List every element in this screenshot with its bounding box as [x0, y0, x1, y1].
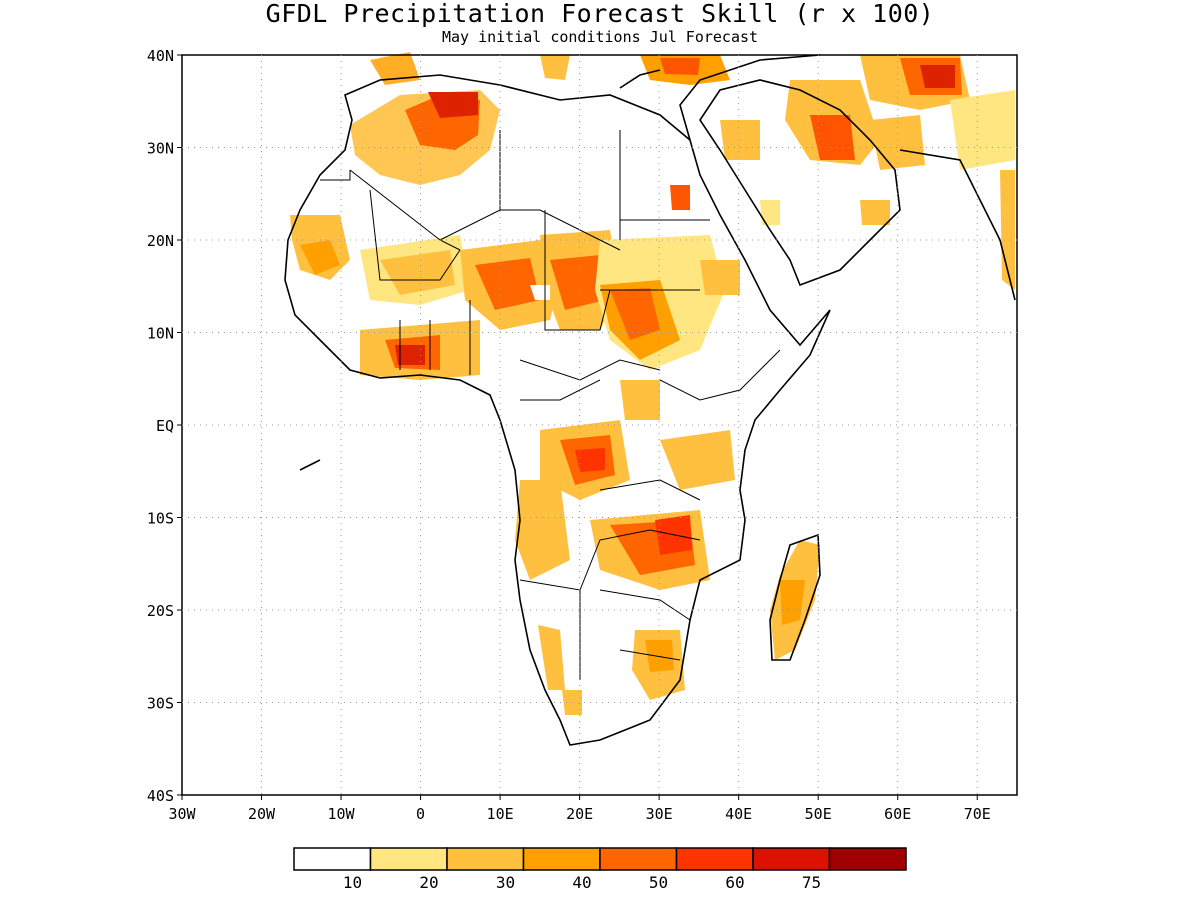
country-borders: [320, 130, 781, 680]
legend-swatch: [522, 847, 601, 871]
lat-label: 10S: [147, 510, 174, 528]
lon-label: 10W: [328, 805, 356, 823]
lon-label: 40E: [725, 805, 752, 823]
longitude-labels: 30W 20W 10W 0 10E 20E 30E 40E 50E 60E 70E: [168, 795, 991, 823]
lon-label: 30W: [168, 805, 196, 823]
color-legend: 10 20 30 40 50 60 75: [293, 847, 907, 892]
legend-label: 20: [419, 873, 438, 892]
lon-label: 70E: [964, 805, 991, 823]
lon-label: 0: [416, 805, 425, 823]
lat-label: 40S: [147, 787, 174, 805]
chart-title: GFDL Precipitation Forecast Skill (r x 1…: [265, 0, 935, 28]
lon-label: 50E: [805, 805, 832, 823]
lat-label: 20S: [147, 602, 174, 620]
lon-label: 20E: [566, 805, 593, 823]
lon-label: 60E: [884, 805, 911, 823]
chart-subtitle: May initial conditions Jul Forecast: [441, 28, 759, 46]
legend-swatch: [599, 847, 678, 871]
legend-label: 60: [725, 873, 744, 892]
legend-swatch: [293, 847, 372, 871]
legend-swatch: [446, 847, 525, 871]
lat-label: 30S: [147, 695, 174, 713]
legend-swatch: [828, 847, 907, 871]
legend-label: 75: [802, 873, 821, 892]
legend-swatch: [752, 847, 831, 871]
lon-label: 30E: [646, 805, 673, 823]
legend-label: 30: [496, 873, 515, 892]
skill-shading: [290, 52, 1015, 715]
lat-label: 20N: [147, 232, 174, 250]
lat-label: 40N: [147, 47, 174, 65]
legend-label: 50: [649, 873, 668, 892]
coastlines: [284, 54, 1016, 746]
legend-swatch: [675, 847, 754, 871]
latitude-labels: 40N 30N 20N 10N EQ 10S 20S 30S 40S: [147, 47, 182, 805]
lat-label: EQ: [156, 417, 174, 435]
legend-swatch: [369, 847, 448, 871]
lon-label: 10E: [487, 805, 514, 823]
lat-label: 10N: [147, 325, 174, 343]
lat-label: 30N: [147, 140, 174, 158]
lon-label: 20W: [248, 805, 276, 823]
legend-label: 10: [343, 873, 362, 892]
legend-label: 40: [572, 873, 591, 892]
